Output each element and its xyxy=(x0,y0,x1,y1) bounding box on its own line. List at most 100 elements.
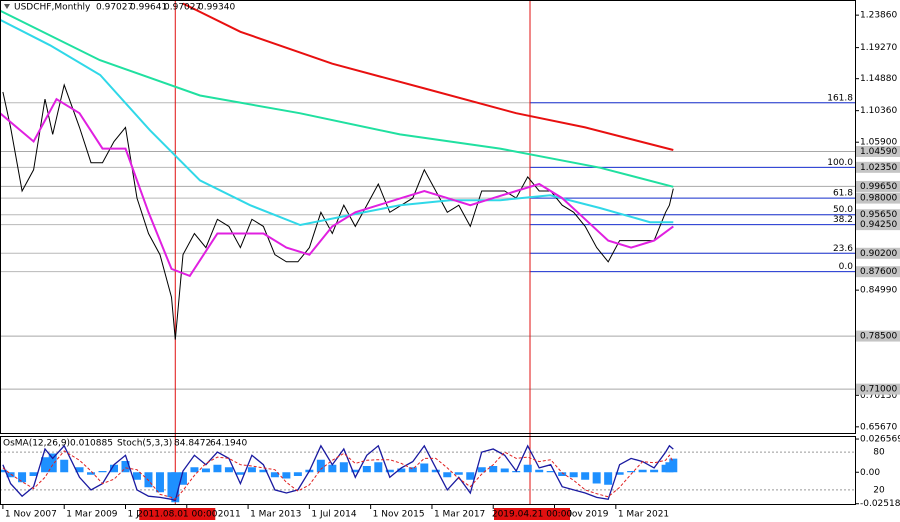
osma-bar xyxy=(60,459,69,473)
osma-bar xyxy=(293,472,302,476)
osma-bar xyxy=(535,469,544,473)
fibo-ratio: 61.8 xyxy=(833,189,853,199)
osma-bar xyxy=(627,471,636,473)
level-label: 0.71000 xyxy=(860,385,897,395)
time-marker-box xyxy=(139,508,216,520)
chart-title: USDCHF,Monthly xyxy=(14,3,91,13)
y-tick-label: 1.14880 xyxy=(860,74,897,84)
y-tick-label: 0.84990 xyxy=(860,286,897,296)
osma-bar xyxy=(171,472,180,503)
osma-bar xyxy=(6,472,15,478)
fibo-price-box xyxy=(856,192,900,204)
moving-average xyxy=(182,2,674,151)
osma-bar xyxy=(546,471,555,473)
symbol-icon xyxy=(4,4,10,9)
level-label: 1.04590 xyxy=(860,147,897,157)
osma-bar xyxy=(75,467,84,473)
osma-bar xyxy=(615,472,624,475)
osma-bar xyxy=(247,467,256,473)
fibo-ratio: 0.0 xyxy=(839,262,854,272)
ohlc-readout: 0.97027 xyxy=(96,3,133,13)
level-box xyxy=(856,330,900,342)
osma-bar xyxy=(500,468,509,473)
moving-average xyxy=(0,97,674,278)
fibo-ratio: 161.8 xyxy=(827,93,853,103)
osma-bar xyxy=(29,472,38,476)
stoch-name: Stoch(5,3,3) xyxy=(117,439,172,449)
osma-bar xyxy=(190,467,199,473)
x-tick-label: 1 Nov 2007 xyxy=(5,510,57,520)
y2-tick-label: 20 xyxy=(873,485,885,495)
oscillator-panel-frame xyxy=(0,436,856,505)
y-tick-label: 1.19270 xyxy=(860,43,897,53)
osma-bar xyxy=(408,467,417,473)
fibo-price-label: 1.02350 xyxy=(860,163,897,173)
osma-bar xyxy=(132,472,141,480)
y-tick-label: 1.10360 xyxy=(860,106,897,116)
ohlc-readout: 0.99641 xyxy=(130,3,167,13)
fibo-ratio: 23.6 xyxy=(833,244,853,254)
price-line xyxy=(2,83,674,340)
osma-bar xyxy=(569,472,578,478)
osma-bar xyxy=(155,472,164,493)
main-panel-frame xyxy=(0,0,856,434)
osma-bar xyxy=(121,461,130,473)
x-tick-label: 1 Nov 2015 xyxy=(373,510,425,520)
y-tick-label: 0.70130 xyxy=(860,391,897,401)
stoch-readout: 64.1940 xyxy=(210,439,247,449)
osma-bar xyxy=(87,472,96,475)
level-box xyxy=(856,180,900,192)
ohlc-readout: 0.99340 xyxy=(198,3,235,13)
level-label: 0.78500 xyxy=(860,332,897,342)
y-tick-label: 0.0265697 xyxy=(860,435,900,445)
osma-bar xyxy=(18,472,27,483)
osma-bar xyxy=(282,472,291,479)
level-box xyxy=(856,383,900,395)
osma-bar xyxy=(224,467,233,473)
stoch-readout: 84.8472 xyxy=(174,439,211,449)
osma-bar xyxy=(466,472,475,480)
osma-bar xyxy=(316,459,325,473)
osma-bar xyxy=(374,462,383,473)
osma-bar xyxy=(236,472,245,475)
x-tick-label: 1 Nov 2019 xyxy=(557,510,609,520)
ohlc-readout: 0.97027 xyxy=(164,3,201,13)
osma-bar xyxy=(454,472,463,475)
osma-bar xyxy=(213,464,222,473)
y-tick-label: 1.23860 xyxy=(860,11,897,21)
osma-bar xyxy=(0,469,7,473)
fibo-price-label: 0.94250 xyxy=(860,220,897,230)
fibo-ratio: 50.0 xyxy=(833,205,853,215)
osma-name: OsMA(12,26,9) xyxy=(3,439,70,449)
osma-bar xyxy=(558,472,567,476)
osma-bar xyxy=(581,472,590,480)
x-tick-label: 1 Mar 2021 xyxy=(618,510,669,520)
time-marker-label: 2019.04.21 00:00 xyxy=(492,510,573,520)
x-tick-label: 1 Mar 2009 xyxy=(66,510,118,520)
osma-bar xyxy=(328,464,337,473)
fibo-price-label: 0.90200 xyxy=(860,249,897,259)
osma-bar xyxy=(270,472,279,478)
osma-bar xyxy=(339,462,348,473)
time-marker-label: 2011.08.01 00:00 xyxy=(137,510,218,520)
fibo-price-label: 0.87600 xyxy=(860,267,897,277)
osma-bar xyxy=(638,469,647,473)
osma-bar xyxy=(110,464,118,473)
osma-bar xyxy=(650,469,659,473)
osma-readout: 0.010885 xyxy=(70,439,113,449)
osma-bar xyxy=(604,472,613,485)
osma-bar xyxy=(592,472,601,484)
osma-bar xyxy=(431,469,440,473)
x-tick-label: 1 Mar 2017 xyxy=(434,510,485,520)
osma-bar xyxy=(523,464,532,473)
osma-bar xyxy=(397,468,406,473)
osma-bar xyxy=(351,469,360,473)
time-marker-box xyxy=(494,508,571,520)
osma-bar xyxy=(259,469,268,473)
osma-bar xyxy=(98,471,107,473)
osma-bar xyxy=(443,472,452,478)
level-box xyxy=(856,145,900,157)
